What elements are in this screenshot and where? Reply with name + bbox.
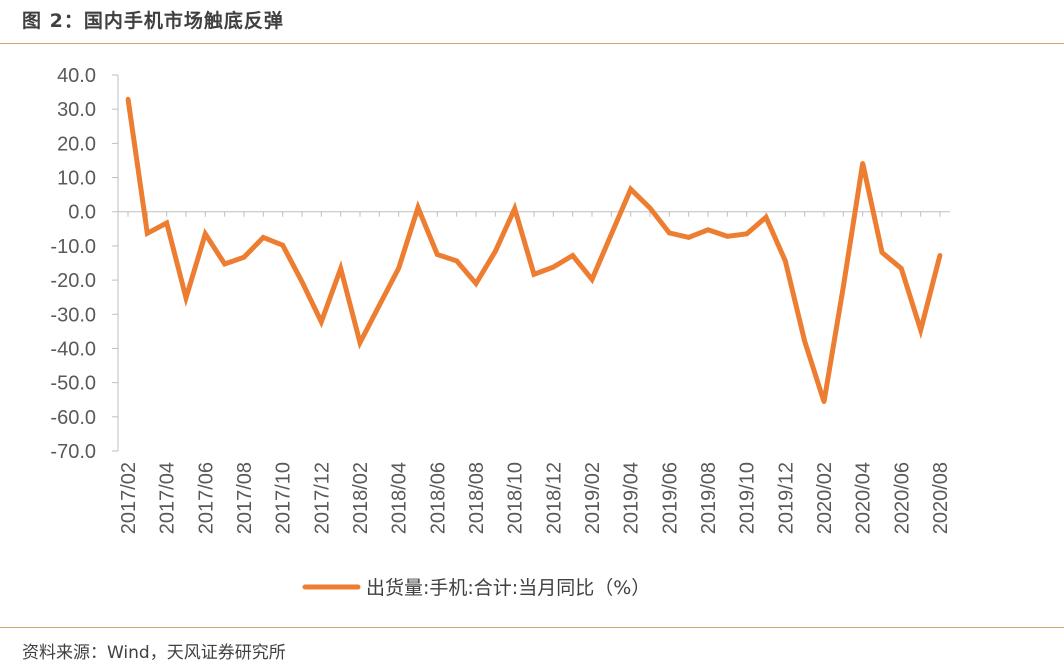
- x-axis: 2017/02 2017/04 2017/06 2017/08 2017/10 2017/…: [118, 211, 952, 534]
- data-point: [705, 227, 711, 233]
- x-tick-label: 2020/06: [891, 462, 913, 534]
- x-tick-label: 2018/10: [505, 462, 527, 534]
- data-point: [145, 231, 150, 236]
- source-note: 资料来源：Wind，天风证券研究所: [22, 643, 286, 663]
- data-point: [377, 303, 382, 308]
- x-tick-label: 2019/06: [659, 462, 681, 534]
- data-point: [435, 252, 440, 257]
- data-point: [551, 264, 556, 270]
- data-point: [783, 258, 788, 264]
- data-point: [183, 295, 189, 301]
- x-tick-label: 2019/02: [582, 462, 604, 534]
- data-point: [531, 272, 537, 277]
- y-tick-label: -20.0: [50, 270, 96, 292]
- figure-title: 图 2：国内手机市场触底反弹: [22, 10, 284, 32]
- y-tick-label: 40.0: [57, 65, 96, 87]
- y-tick-label: -10.0: [50, 236, 96, 258]
- data-point: [203, 231, 208, 237]
- data-point: [686, 235, 691, 240]
- data-point: [241, 254, 247, 260]
- x-tick-label: 2019/04: [621, 462, 643, 534]
- data-point: [454, 258, 459, 264]
- data-point: [261, 235, 266, 240]
- x-tick-label: 2019/08: [698, 462, 720, 534]
- y-tick-label: 20.0: [57, 133, 96, 155]
- data-point: [338, 266, 343, 271]
- y-tick-label: -60.0: [50, 407, 96, 429]
- y-tick-label: 0.0: [68, 202, 96, 224]
- y-tick-label: -70.0: [50, 441, 96, 463]
- data-point: [396, 265, 401, 271]
- data-point: [357, 340, 363, 345]
- x-tick-label: 2020/08: [930, 462, 952, 534]
- data-point: [918, 327, 923, 333]
- data-point: [821, 399, 827, 404]
- data-point: [763, 214, 769, 220]
- series-layer: [125, 96, 943, 404]
- line-chart: 40.0 30.0 20.0 10.0 0.0 -10.0 -20.0 -30.0 -40.0 -…: [50, 65, 952, 599]
- data-point: [609, 232, 614, 237]
- x-tick-label: 2018/02: [350, 462, 372, 534]
- y-tick-label: -50.0: [50, 373, 96, 395]
- x-tick-label: 2017/08: [234, 462, 256, 534]
- data-point: [860, 160, 865, 166]
- data-point: [879, 250, 885, 255]
- data-point: [725, 234, 730, 239]
- data-point: [570, 253, 575, 258]
- data-point: [802, 339, 807, 344]
- bottom-rule: [0, 627, 1064, 628]
- data-point: [222, 261, 227, 267]
- legend-label: 出货量:手机:合计:当月同比（%）: [366, 577, 650, 599]
- x-tick-label: 2017/10: [273, 462, 295, 534]
- x-tick-label: 2019/12: [775, 462, 797, 534]
- y-axis: 40.0 30.0 20.0 10.0 0.0 -10.0 -20.0 -30.0 -40.0 -…: [50, 65, 119, 463]
- legend: 出货量:手机:合计:当月同比（%）: [302, 577, 650, 599]
- data-point: [164, 220, 169, 226]
- y-tick-label: -30.0: [50, 304, 96, 326]
- y-tick-label: -40.0: [50, 338, 96, 360]
- data-point: [937, 252, 943, 258]
- x-tick-label: 2019/10: [737, 462, 759, 534]
- x-tick-label: 2018/08: [466, 462, 488, 534]
- data-point: [415, 205, 421, 210]
- data-point: [899, 266, 904, 271]
- data-point: [667, 230, 672, 236]
- x-tick-label: 2018/06: [427, 462, 449, 534]
- series-line: [125, 98, 943, 403]
- data-point: [628, 186, 633, 192]
- y-tick-label: 10.0: [57, 168, 96, 190]
- x-tick-label: 2020/04: [853, 462, 875, 534]
- data-point: [744, 231, 749, 237]
- x-tick-label: 2017/06: [195, 462, 217, 534]
- data-point: [493, 249, 498, 254]
- x-tick-label: 2018/12: [543, 462, 565, 534]
- y-tick-label: 30.0: [57, 99, 96, 121]
- x-tick-label: 2017/04: [157, 462, 179, 534]
- data-point: [647, 205, 653, 211]
- data-point: [125, 96, 131, 102]
- data-point: [319, 319, 324, 324]
- x-tick-label: 2018/04: [389, 462, 411, 534]
- data-point: [299, 279, 305, 284]
- x-tick-label: 2017/12: [311, 462, 333, 534]
- data-point: [841, 284, 846, 290]
- x-tick-label: 2017/02: [118, 462, 140, 534]
- data-point: [280, 243, 285, 248]
- data-point: [512, 206, 517, 211]
- data-point: [589, 277, 595, 282]
- data-point: [473, 281, 479, 286]
- top-rule: [0, 43, 1064, 44]
- x-tick-label: 2020/02: [814, 462, 836, 534]
